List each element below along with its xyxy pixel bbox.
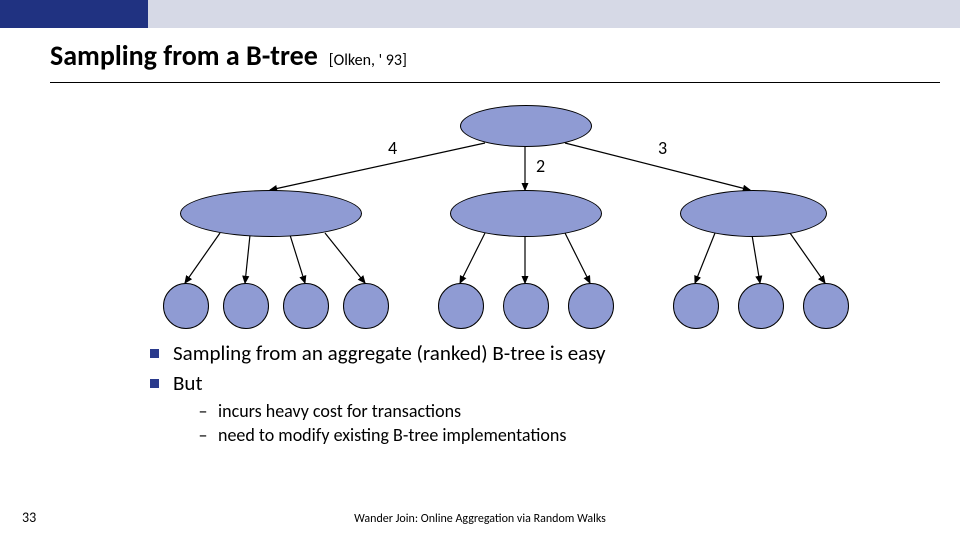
tree-leaf-node xyxy=(673,283,719,329)
slide-title: Sampling from a B-tree [Olken, ' 93] xyxy=(50,38,407,73)
tree-leaf-node xyxy=(438,283,484,329)
sub-bullet-text: need to modify existing B-tree implement… xyxy=(218,424,566,446)
edge-weight-label: 4 xyxy=(388,137,397,159)
footer-text: Wander Join: Online Aggregation via Rand… xyxy=(0,512,960,526)
title-citation: [Olken, ' 93] xyxy=(329,51,407,70)
bullet-item: But xyxy=(150,370,900,396)
tree-leaf-node xyxy=(343,283,389,329)
bullet-text: Sampling from an aggregate (ranked) B-tr… xyxy=(173,340,606,366)
bullet-square-icon xyxy=(150,349,159,358)
sub-bullet-text: incurs heavy cost for transactions xyxy=(218,400,461,422)
bullet-text: But xyxy=(173,370,203,396)
title-underline xyxy=(50,82,940,83)
bullet-item: Sampling from an aggregate (ranked) B-tr… xyxy=(150,340,900,366)
tree-leaf-node xyxy=(223,283,269,329)
edge-weight-label: 2 xyxy=(536,155,545,177)
dash-icon: – xyxy=(198,400,208,422)
sub-bullet-item: – need to modify existing B-tree impleme… xyxy=(198,424,900,446)
tree-leaf-node xyxy=(568,283,614,329)
bullet-square-icon xyxy=(150,379,159,388)
tree-root-node xyxy=(460,105,592,147)
title-main: Sampling from a B-tree xyxy=(50,38,318,73)
tree-internal-node xyxy=(680,190,827,237)
tree-leaf-node xyxy=(283,283,329,329)
btree-diagram: 4 2 3 xyxy=(120,95,860,330)
sub-bullet-item: – incurs heavy cost for transactions xyxy=(198,400,900,422)
tree-leaf-node xyxy=(163,283,209,329)
tree-leaf-node xyxy=(503,283,549,329)
edge-weight-label: 3 xyxy=(658,137,667,159)
topbar-accent-block xyxy=(0,0,148,28)
tree-leaf-node xyxy=(738,283,784,329)
tree-leaf-node xyxy=(803,283,849,329)
tree-internal-node xyxy=(180,190,362,237)
tree-internal-node xyxy=(450,190,602,237)
dash-icon: – xyxy=(198,424,208,446)
bullet-list: Sampling from an aggregate (ranked) B-tr… xyxy=(150,340,900,448)
